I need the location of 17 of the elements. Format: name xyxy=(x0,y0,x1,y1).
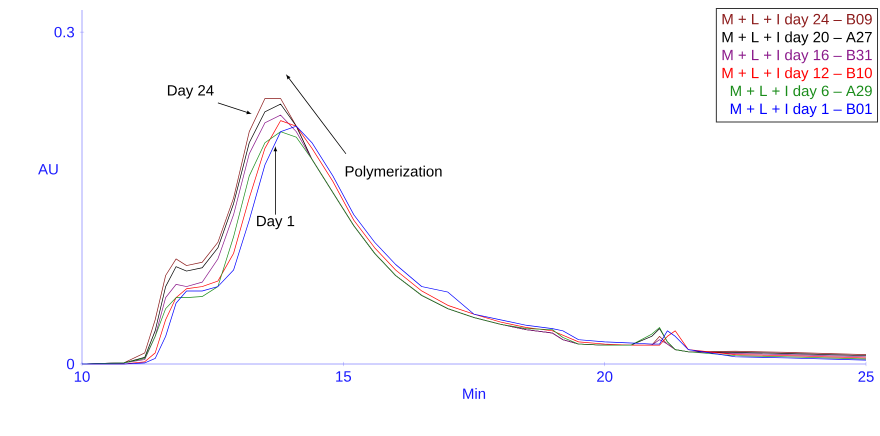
annotation: Day 1 xyxy=(257,216,294,230)
text: M + L + I day 6 – A29 xyxy=(730,85,872,100)
x-tick-label: 25 xyxy=(858,371,874,382)
x-tick-label: 10 xyxy=(74,371,90,382)
annotation: Polymerization xyxy=(346,166,442,180)
y-tick-label: 0 xyxy=(66,358,74,370)
text: M + L + I day 20 – A27 xyxy=(722,31,872,46)
x-tick-label: 20 xyxy=(597,371,612,382)
text: M + L + I day 1 – B01 xyxy=(730,103,872,118)
text: M + L + I day 24 – B09 xyxy=(722,13,872,28)
x-tick-label: 15 xyxy=(336,371,352,382)
text: M + L + I day 16 – B31 xyxy=(722,49,872,64)
y-tick-label: 0.3 xyxy=(54,26,74,38)
x-axis-title: Min xyxy=(463,388,486,399)
text: M + L + I day 12 – B10 xyxy=(722,67,872,82)
y-axis-title: AU xyxy=(38,164,58,175)
annotation: Day 24 xyxy=(168,85,214,99)
